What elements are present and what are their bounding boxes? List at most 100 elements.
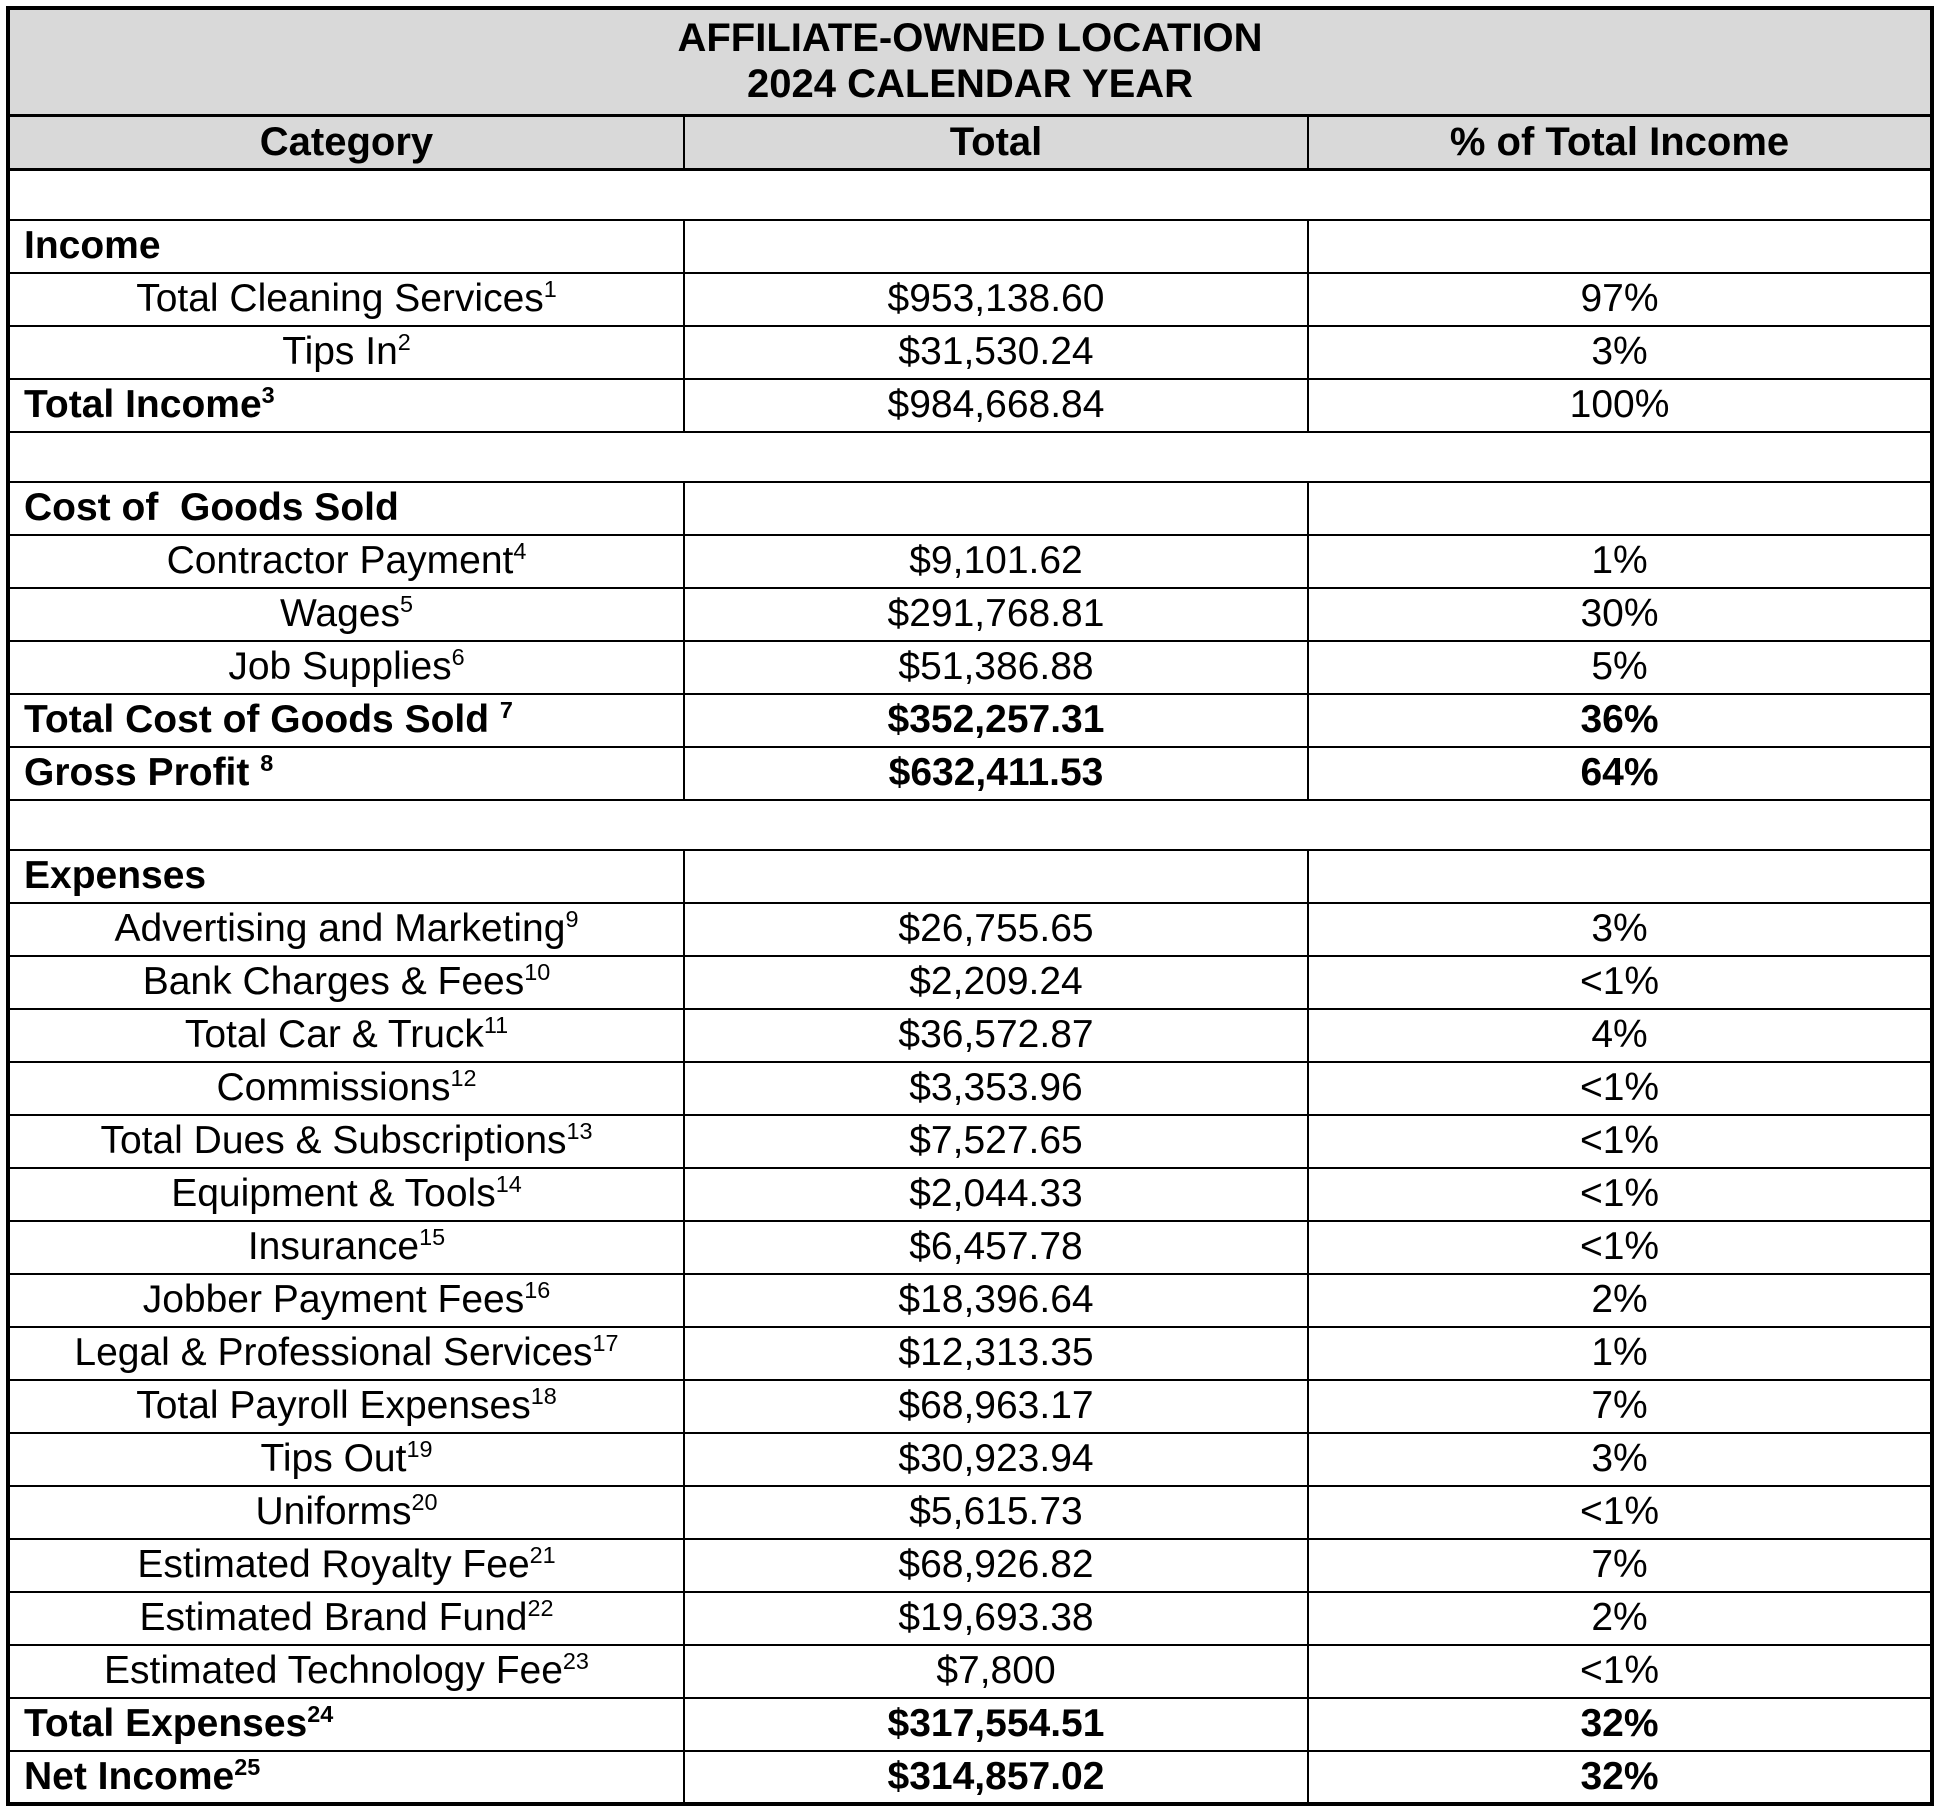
total-value-cell: $984,668.84 — [683, 377, 1309, 433]
category-label: Net Income — [24, 1754, 235, 1798]
category-cell: Total Expenses24 — [7, 1696, 685, 1752]
pct-of-income-cell: 64% — [1306, 745, 1934, 801]
table-row: Advertising and Marketing9 $26,755.65 3% — [7, 901, 1934, 957]
footnote-ref: 10 — [524, 959, 551, 985]
pct-of-income-cell: 4% — [1306, 1007, 1934, 1063]
total-value-cell — [683, 848, 1309, 904]
table-row: Commissions12 $3,353.96 <1% — [7, 1060, 1934, 1116]
category-label: Total Dues & Subscriptions — [100, 1119, 567, 1162]
category-label: Insurance — [247, 1225, 420, 1268]
total-value-cell: $36,572.87 — [683, 1007, 1309, 1063]
category-cell: Tips Out19 — [7, 1431, 685, 1487]
pct-of-income-cell: 5% — [1306, 639, 1934, 695]
category-label: Income — [24, 224, 161, 267]
category-cell: Uniforms20 — [7, 1484, 685, 1540]
total-value-cell: $9,101.62 — [683, 533, 1309, 589]
total-value-cell: $68,926.82 — [683, 1537, 1309, 1593]
title-line-1: AFFILIATE-OWNED LOCATION — [677, 16, 1263, 60]
total-value-cell: $5,615.73 — [683, 1484, 1309, 1540]
table-row: Insurance15 $6,457.78 <1% — [7, 1219, 1934, 1275]
pct-of-income-cell: 7% — [1306, 1378, 1934, 1434]
pct-of-income-cell — [1306, 218, 1934, 274]
category-label: Total Payroll Expenses — [136, 1384, 531, 1427]
category-cell: Advertising and Marketing9 — [7, 901, 685, 957]
table-row: Expenses — [7, 848, 1934, 904]
table-row: Equipment & Tools14 $2,044.33 <1% — [7, 1166, 1934, 1222]
total-value-cell: $68,963.17 — [683, 1378, 1309, 1434]
pct-of-income-cell: 2% — [1306, 1272, 1934, 1328]
table-row: Total Dues & Subscriptions13 $7,527.65 <1% — [7, 1113, 1934, 1169]
total-value-cell: $632,411.53 — [683, 745, 1309, 801]
pct-of-income-cell: 2% — [1306, 1590, 1934, 1646]
pct-of-income-cell: <1% — [1306, 1166, 1934, 1222]
spacer-cell — [6, 798, 1934, 851]
pct-of-income-cell: <1% — [1306, 1219, 1934, 1275]
total-value-cell: $352,257.31 — [683, 692, 1309, 748]
footnote-ref: 12 — [450, 1065, 477, 1091]
total-value-cell: $19,693.38 — [683, 1590, 1309, 1646]
total-value-cell: $6,457.78 — [683, 1219, 1309, 1275]
table-row: Wages5 $291,768.81 30% — [7, 586, 1934, 642]
category-cell: Job Supplies6 — [7, 639, 685, 695]
footnote-ref: 8 — [260, 750, 274, 776]
category-cell: Total Dues & Subscriptions13 — [7, 1113, 685, 1169]
pct-of-income-cell — [1306, 848, 1934, 904]
footnote-ref: 23 — [562, 1648, 589, 1674]
spacer-row — [6, 798, 1934, 851]
table-body: Income Total Cleaning Services1 $953,138.6… — [6, 168, 1934, 1805]
pct-of-income-cell: <1% — [1306, 1113, 1934, 1169]
spacer-cell — [6, 430, 1934, 483]
total-value-cell: $953,138.60 — [683, 271, 1309, 327]
footnote-ref: 7 — [499, 697, 513, 723]
pct-of-income-cell: 32% — [1306, 1696, 1934, 1752]
category-label: Uniforms — [255, 1490, 412, 1533]
pct-of-income-cell: <1% — [1306, 954, 1934, 1010]
table-title: AFFILIATE-OWNED LOCATION 2024 CALENDAR Y… — [6, 7, 1934, 117]
footnote-ref: 22 — [527, 1595, 554, 1621]
column-header-row: Category Total % of Total Income — [7, 114, 1934, 171]
pct-of-income-cell: 3% — [1306, 324, 1934, 380]
title-row: AFFILIATE-OWNED LOCATION 2024 CALENDAR Y… — [6, 7, 1934, 117]
spacer-cell — [6, 168, 1934, 221]
pct-of-income-cell: 1% — [1306, 533, 1934, 589]
category-cell: Legal & Professional Services17 — [7, 1325, 685, 1381]
category-cell: Contractor Payment4 — [7, 533, 685, 589]
pct-of-income-cell: <1% — [1306, 1060, 1934, 1116]
pct-of-income-cell: 97% — [1306, 271, 1934, 327]
category-label: Total Expenses — [24, 1702, 308, 1745]
category-label: Tips In — [282, 330, 398, 373]
footnote-ref: 3 — [261, 382, 275, 408]
title-line-2: 2024 CALENDAR YEAR — [746, 62, 1194, 106]
category-label: Total Car & Truck — [184, 1013, 484, 1056]
category-cell: Gross Profit 8 — [7, 745, 685, 801]
total-value-cell: $26,755.65 — [683, 901, 1309, 957]
column-header-category: Category — [7, 114, 685, 171]
column-header-pct-of-total-income: % of Total Income — [1306, 114, 1934, 171]
footnote-ref: 13 — [566, 1118, 593, 1144]
table-row: Cost of Goods Sold — [7, 480, 1934, 536]
category-label: Legal & Professional Services — [74, 1331, 593, 1374]
category-label: Total Cost of Goods Sold — [24, 698, 500, 741]
category-cell: Total Cost of Goods Sold 7 — [7, 692, 685, 748]
total-value-cell: $30,923.94 — [683, 1431, 1309, 1487]
footnote-ref: 21 — [529, 1542, 556, 1568]
total-value-cell: $7,800 — [683, 1643, 1309, 1699]
footnote-ref: 11 — [483, 1012, 509, 1038]
table-row: Bank Charges & Fees10 $2,209.24 <1% — [7, 954, 1934, 1010]
table-row: Estimated Royalty Fee21 $68,926.82 7% — [7, 1537, 1934, 1593]
category-cell: Insurance15 — [7, 1219, 685, 1275]
footnote-ref: 6 — [451, 644, 465, 670]
category-label: Wages — [280, 592, 400, 635]
table-row: Gross Profit 8 $632,411.53 64% — [7, 745, 1934, 801]
total-value-cell: $31,530.24 — [683, 324, 1309, 380]
income-statement-table: AFFILIATE-OWNED LOCATION 2024 CALENDAR Y… — [6, 6, 1935, 1806]
category-label: Total Cleaning Services — [136, 277, 544, 320]
footnote-ref: 1 — [543, 276, 557, 302]
pct-of-income-cell: 32% — [1306, 1749, 1934, 1805]
table-row: Estimated Technology Fee23 $7,800 <1% — [7, 1643, 1934, 1699]
category-cell: Net Income25 — [7, 1749, 685, 1805]
spacer-row — [6, 168, 1934, 221]
footnote-ref: 5 — [399, 591, 413, 617]
total-value-cell: $7,527.65 — [683, 1113, 1309, 1169]
category-cell: Total Cleaning Services1 — [7, 271, 685, 327]
